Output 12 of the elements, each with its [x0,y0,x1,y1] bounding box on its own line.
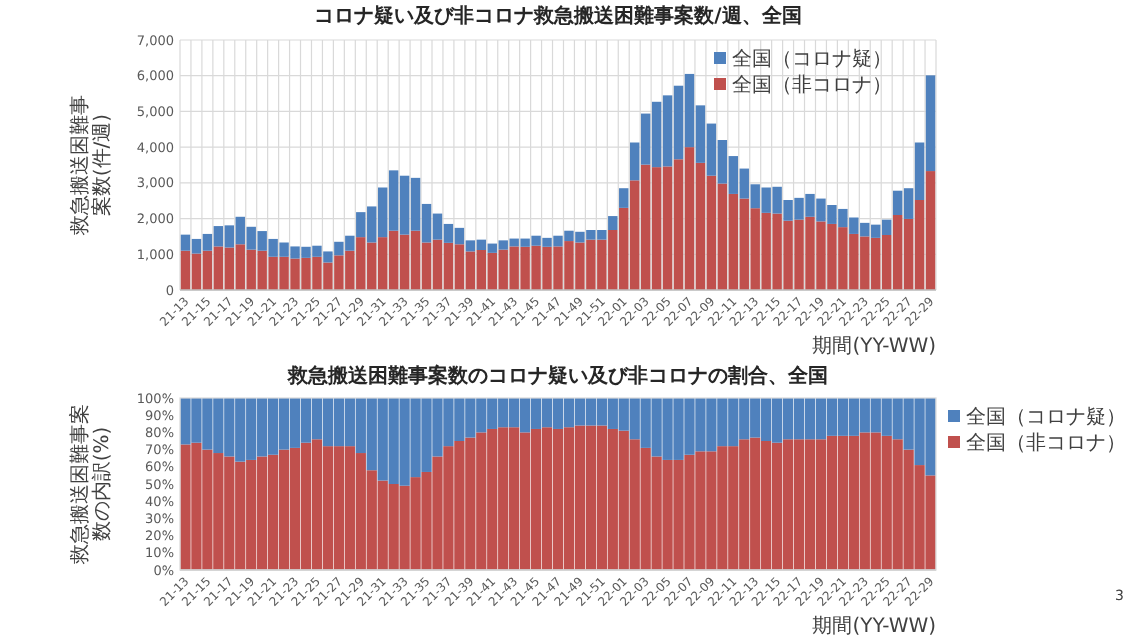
y-axis-title: 救急搬送困難事案数(件/週) [68,95,114,237]
legend-label: 全国（コロナ疑） [966,405,1126,429]
x-axis-title: 期間(YY-WW) [812,334,937,358]
chart-title: コロナ疑い及び非コロナ救急搬送困難事案数/週、全国 [314,4,802,28]
x-axis-title: 期間(YY-WW) [812,614,937,638]
legend-label: 全国（非コロナ） [732,73,892,97]
y-axis-title: 救急搬送困難事案数の内訳(%) [68,404,114,566]
legend-label: 全国（非コロナ） [966,431,1126,455]
bar [608,216,618,230]
chart-title: 救急搬送困難事案数のコロナ疑い及び非コロナの割合、全国 [286,364,828,388]
bar [619,188,629,208]
legend-label: 全国（コロナ疑） [732,47,892,71]
